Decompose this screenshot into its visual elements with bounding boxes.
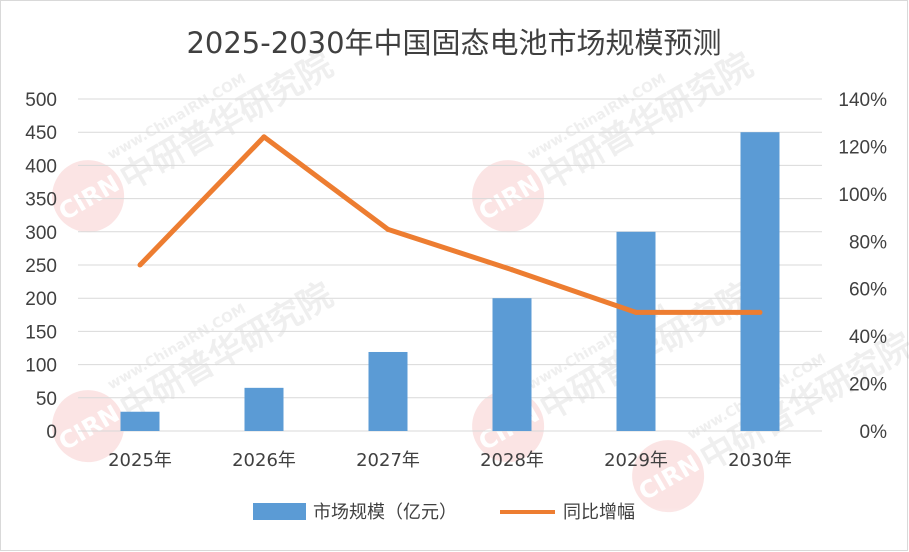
x-tick-label: 2029年 <box>604 450 668 471</box>
legend-bar-label: 市场规模（亿元） <box>313 502 457 523</box>
legend-bar-swatch <box>253 503 306 520</box>
line-point <box>385 226 391 232</box>
line-point <box>261 134 267 140</box>
bar <box>740 132 780 431</box>
y-left-tick-label: 250 <box>25 256 57 277</box>
watermark-logo-circle <box>52 160 125 233</box>
y-left-tick-label: 0 <box>46 422 57 443</box>
y-left-tick-label: 300 <box>25 223 57 244</box>
y-right-tick-label: 120% <box>838 137 887 158</box>
line-point <box>509 267 515 273</box>
y-axis-left: 0 50 100 150 200 250 300 350 400 450 500 <box>25 90 57 443</box>
y-left-tick-label: 500 <box>25 90 57 111</box>
y-left-tick-label: 350 <box>25 190 57 211</box>
y-left-tick-label: 50 <box>36 389 57 410</box>
legend: 市场规模（亿元） 同比增幅 <box>253 502 635 523</box>
y-right-tick-label: 0% <box>860 422 888 443</box>
watermark-logo-circle <box>472 160 545 233</box>
x-tick-label: 2025年 <box>108 450 172 471</box>
y-left-tick-label: 100 <box>25 356 57 377</box>
x-tick-label: 2026年 <box>232 450 296 471</box>
x-axis: 2025年 2026年 2027年 2028年 2029年 2030年 <box>108 450 792 471</box>
y-right-tick-label: 100% <box>838 185 887 206</box>
watermark-logo-circle <box>52 390 125 463</box>
y-axis-right: 0% 20% 40% 60% 80% 100% 120% 140% <box>838 90 887 443</box>
bar <box>120 411 160 431</box>
x-tick-label: 2027年 <box>356 450 420 471</box>
legend-line-label: 同比增幅 <box>563 502 635 523</box>
line-point <box>137 262 143 268</box>
bar <box>368 351 408 431</box>
y-right-tick-label: 20% <box>849 375 887 396</box>
bar <box>492 298 532 431</box>
y-right-tick-label: 80% <box>849 232 887 253</box>
y-left-tick-label: 450 <box>25 123 57 144</box>
watermark-logo-circle <box>632 440 705 513</box>
y-right-tick-label: 40% <box>849 327 887 348</box>
line-point <box>633 309 639 315</box>
y-left-tick-label: 400 <box>25 156 57 177</box>
x-tick-label: 2030年 <box>728 450 792 471</box>
y-left-tick-label: 200 <box>25 289 57 310</box>
line-point <box>757 309 763 315</box>
x-tick-label: 2028年 <box>480 450 544 471</box>
bar-layer <box>120 132 780 431</box>
bar <box>244 387 284 431</box>
y-right-tick-label: 140% <box>838 90 887 111</box>
y-right-tick-label: 60% <box>849 280 887 301</box>
bar <box>616 231 656 431</box>
chart-title: 2025-2030年中国固态电池市场规模预测 <box>186 26 721 60</box>
line-layer <box>137 134 763 315</box>
line-series <box>138 134 760 315</box>
y-left-tick-label: 150 <box>25 322 57 343</box>
